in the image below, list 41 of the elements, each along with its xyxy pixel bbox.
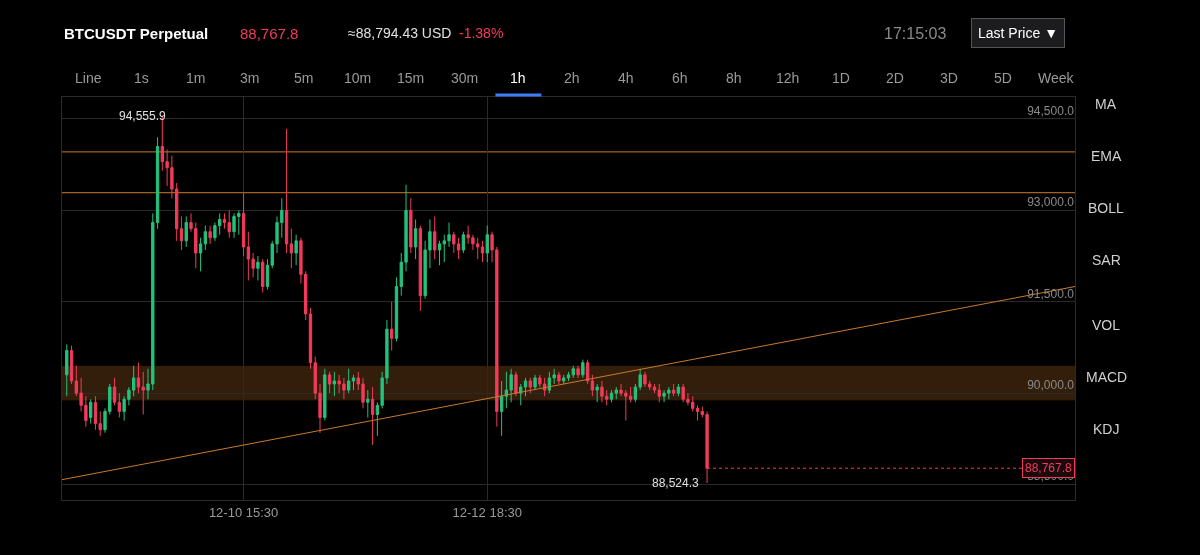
text: ≈88,794.43 USD bbox=[348, 25, 452, 41]
ref-line-label: 88,767.8 bbox=[1025, 461, 1073, 475]
text: EMA bbox=[1091, 148, 1122, 164]
text: 5D bbox=[994, 70, 1012, 86]
text: 10m bbox=[344, 70, 372, 86]
annotation: 88,524.3 bbox=[652, 476, 700, 490]
text: 12h bbox=[776, 70, 800, 86]
text: 5m bbox=[294, 70, 314, 86]
text: -1.38% bbox=[459, 25, 504, 41]
y-tick-label: 91,500.0 bbox=[1027, 286, 1075, 301]
text: 8h bbox=[726, 70, 742, 86]
text: 3m bbox=[240, 70, 260, 86]
text: KDJ bbox=[1093, 421, 1120, 437]
text: 1h bbox=[510, 70, 526, 86]
chart-title: BTCUSDT Perpetual bbox=[64, 25, 209, 42]
text: 1D bbox=[832, 70, 850, 86]
y-tick-label: 94,500.0 bbox=[1027, 103, 1075, 118]
text: 6h bbox=[672, 70, 688, 86]
text: 1s bbox=[134, 70, 149, 86]
y-tick-label: 90,000.0 bbox=[1027, 377, 1075, 392]
text: 4h bbox=[618, 70, 634, 86]
text: SAR bbox=[1092, 252, 1121, 268]
text: MA bbox=[1095, 96, 1117, 112]
y-tick-label: 93,000.0 bbox=[1027, 195, 1075, 210]
text: Last Price ▼ bbox=[978, 25, 1058, 41]
text: Line bbox=[75, 70, 102, 86]
text: Week bbox=[1038, 70, 1075, 86]
text: 3D bbox=[940, 70, 958, 86]
text: 88,767.8 bbox=[240, 25, 299, 42]
x-tick-label: 12-12 18:30 bbox=[452, 504, 522, 520]
text: VOL bbox=[1092, 317, 1121, 333]
text: 15m bbox=[397, 70, 425, 86]
annotation: 94,555.9 bbox=[119, 109, 167, 123]
text: 1m bbox=[186, 70, 206, 86]
text: 2D bbox=[886, 70, 904, 86]
x-tick-label: 12-10 15:30 bbox=[208, 504, 279, 520]
text: 17:15:03 bbox=[884, 25, 947, 42]
text: 2h bbox=[564, 70, 580, 86]
text: BOLL bbox=[1088, 200, 1125, 216]
text: MACD bbox=[1086, 369, 1128, 385]
text: 30m bbox=[451, 70, 479, 86]
